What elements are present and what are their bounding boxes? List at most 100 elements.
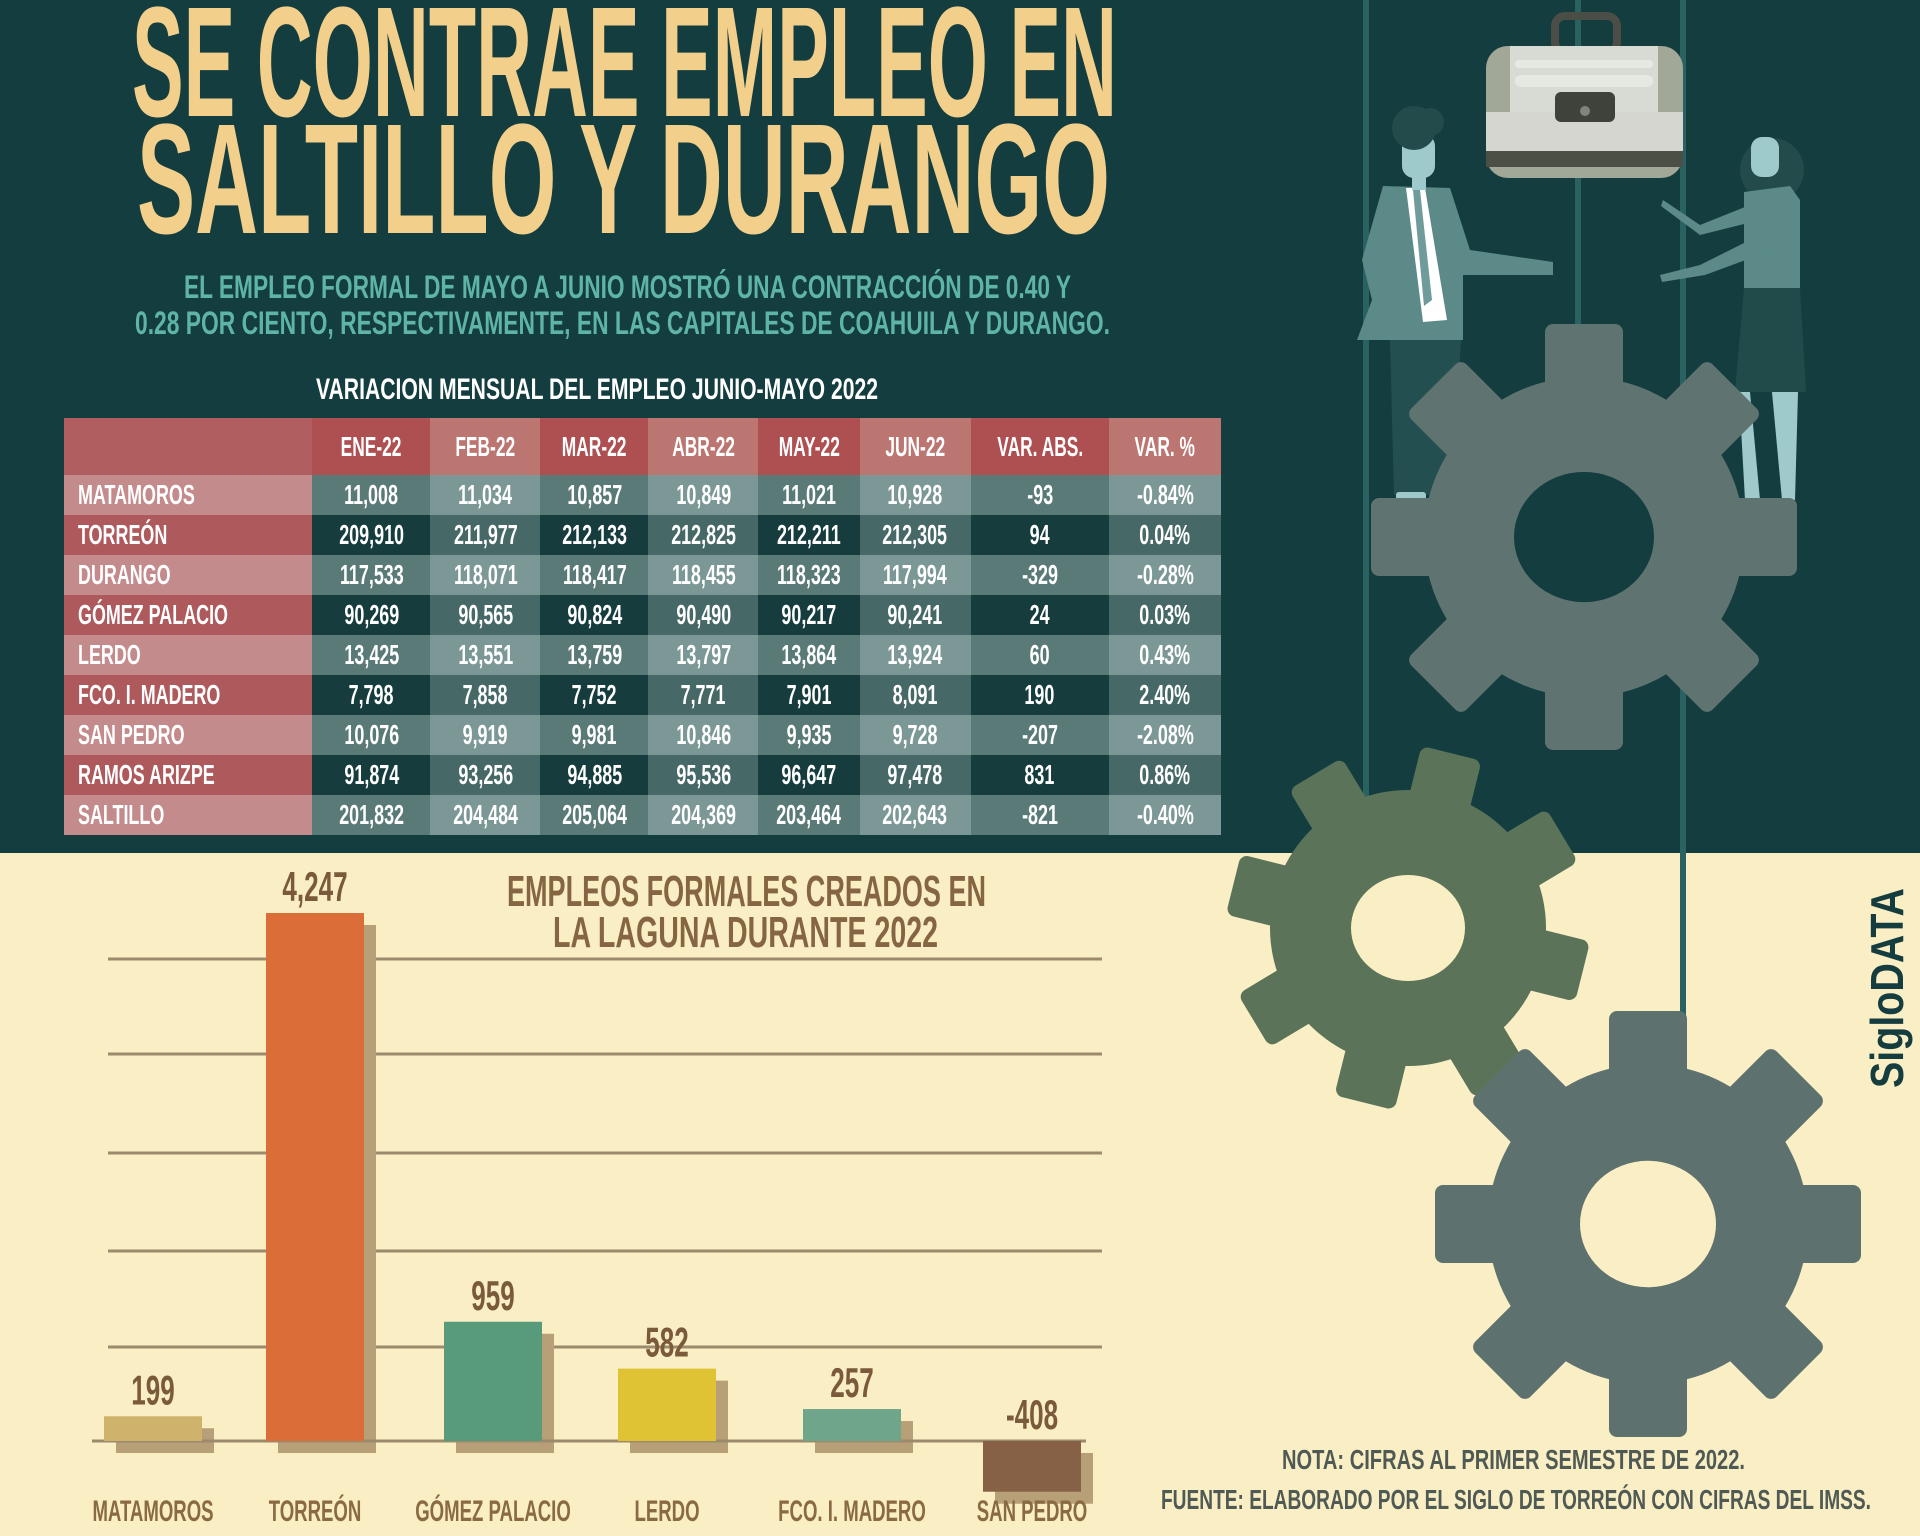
table-header-row: ENE-22 FEB-22 MAR-22 ABR-22 MAY-22 JUN-22 VAR.… (64, 418, 1222, 475)
cell-value: 9,919 (462, 719, 508, 750)
table-row: MATAMOROS 11,008 11,034 10,857 10,849 11,021 1… (64, 475, 1222, 515)
table-cell: 118,323 (758, 555, 860, 595)
cell-value: 202,643 (882, 799, 948, 830)
category-label: TORREÓN (269, 1492, 362, 1528)
table-cell: 7,771 (648, 675, 759, 715)
table-cell: 10,849 (648, 475, 759, 515)
row-label: DURANGO (78, 559, 171, 590)
cell-value: 9,728 (892, 719, 938, 750)
table-cell: 10,846 (648, 715, 759, 755)
table-cell: 9,919 (430, 715, 541, 755)
table-cell: 0.04% (1109, 515, 1222, 555)
cell-value: 11,034 (458, 479, 513, 510)
cell-value: 60 (1029, 639, 1050, 670)
table-cell: -0.40% (1109, 795, 1222, 835)
row-label-cell: FCO. I. MADERO (64, 675, 313, 715)
cell-value: 0.43% (1139, 639, 1191, 670)
row-label-cell: LERDO (64, 635, 313, 675)
table-cell: 117,994 (859, 555, 971, 595)
table-row: SALTILLO 201,832 204,484 205,064 204,369 203,… (64, 795, 1222, 835)
column-header-label: VAR. % (1134, 430, 1196, 462)
gear-icon (1227, 747, 1589, 1109)
gear-icon (1435, 1011, 1861, 1437)
table-cell: 91,874 (312, 755, 431, 795)
bar-value-label: 959 (471, 1273, 514, 1320)
page-title-line1: SE CONTRAE EMPLEO EN (132, 0, 1117, 150)
cell-value: 11,008 (344, 479, 399, 510)
cell-value: 90,241 (887, 599, 943, 630)
bar (983, 1441, 1081, 1492)
table-cell: 13,864 (758, 635, 860, 675)
note-text: NOTA: CIFRAS AL PRIMER SEMESTRE DE 2022. (1282, 1444, 1745, 1475)
cell-value: -0.28% (1136, 559, 1194, 590)
bar-chart: 199 MATAMOROS 4,247 TORREÓN 959 GÓMEZ PALACIO… (92, 864, 1102, 1528)
source-text: FUENTE: ELABORADO POR EL SIGLO DE TORREÓ… (1161, 1484, 1871, 1515)
column-header: MAY-22 (758, 418, 860, 475)
table-cell: 212,133 (540, 515, 649, 555)
row-label-cell: MATAMOROS (64, 475, 313, 515)
column-header: JUN-22 (859, 418, 971, 475)
table-cell: 7,752 (540, 675, 649, 715)
table-cell: 13,551 (430, 635, 541, 675)
cell-value: 90,490 (675, 599, 731, 630)
table-cell: 97,478 (859, 755, 971, 795)
table-cell: 93,256 (430, 755, 541, 795)
cell-value: 118,323 (777, 559, 841, 590)
category-label: SAN PEDRO (977, 1495, 1087, 1529)
cell-value: 190 (1024, 679, 1055, 710)
cell-value: 0.04% (1139, 519, 1191, 550)
employment-table: ENE-22 FEB-22 MAR-22 ABR-22 MAY-22 JUN-22 VAR.… (64, 418, 1222, 835)
table-row: FCO. I. MADERO 7,798 7,858 7,752 7,771 7,901 8… (64, 675, 1222, 715)
column-header-label: ABR-22 (672, 430, 735, 462)
table-row: TORREÓN 209,910 211,977 212,133 212,825 212,2… (64, 515, 1222, 555)
table-cell: 94,885 (540, 755, 649, 795)
subtitle-line2: 0.28 POR CIENTO, RESPECTIVAMENTE, EN LAS… (135, 305, 1110, 341)
cell-value: 212,825 (670, 519, 736, 550)
cell-value: 7,752 (571, 679, 617, 710)
cell-value: 212,211 (777, 519, 841, 550)
bar-value-label: 4,247 (282, 864, 347, 911)
bar-value-label: 257 (830, 1360, 873, 1407)
cell-value: 205,064 (561, 799, 627, 830)
column-header-label: FEB-22 (455, 430, 516, 462)
table-cell: 203,464 (758, 795, 860, 835)
table-cell: 204,484 (430, 795, 541, 835)
cell-value: -2.08% (1136, 719, 1194, 750)
row-label: LERDO (78, 639, 141, 670)
cell-value: 95,536 (675, 759, 731, 790)
bar (618, 1368, 716, 1441)
cell-value: 94,885 (566, 759, 622, 790)
cell-value: -93 (1026, 479, 1053, 510)
category-label: MATAMOROS (92, 1495, 213, 1529)
table-cell: 24 (970, 595, 1110, 635)
column-header: ABR-22 (648, 418, 759, 475)
cell-value: 2.40% (1139, 679, 1191, 710)
table-cell: 201,832 (312, 795, 431, 835)
column-header-label: MAY-22 (778, 430, 840, 462)
table-cell: 212,305 (859, 515, 971, 555)
table-cell: 9,935 (758, 715, 860, 755)
bar (444, 1321, 542, 1441)
cell-value: 94 (1029, 519, 1050, 550)
chart-title-line2: LA LAGUNA DURANTE 2022 (553, 908, 938, 957)
table-cell: 94 (970, 515, 1110, 555)
table-cell: 0.86% (1109, 755, 1222, 795)
table-cell: 11,008 (312, 475, 431, 515)
table-cell: -329 (970, 555, 1110, 595)
bar (803, 1409, 901, 1441)
cell-value: 90,269 (343, 599, 399, 630)
table-cell: 212,825 (648, 515, 759, 555)
table-cell: 13,924 (859, 635, 971, 675)
table-cell: 205,064 (540, 795, 649, 835)
table-cell: 10,928 (859, 475, 971, 515)
bar (266, 913, 364, 1441)
table-row: LERDO 13,425 13,551 13,759 13,797 13,864 13,92… (64, 635, 1222, 675)
column-header: ENE-22 (312, 418, 431, 475)
cell-value: 831 (1024, 759, 1055, 790)
cell-value: 13,551 (457, 639, 513, 670)
cell-value: 10,849 (675, 479, 731, 510)
bar (104, 1416, 202, 1441)
chart-title-line1: EMPLEOS FORMALES CREADOS EN (507, 867, 986, 916)
category-label: FCO. I. MADERO (778, 1495, 926, 1529)
